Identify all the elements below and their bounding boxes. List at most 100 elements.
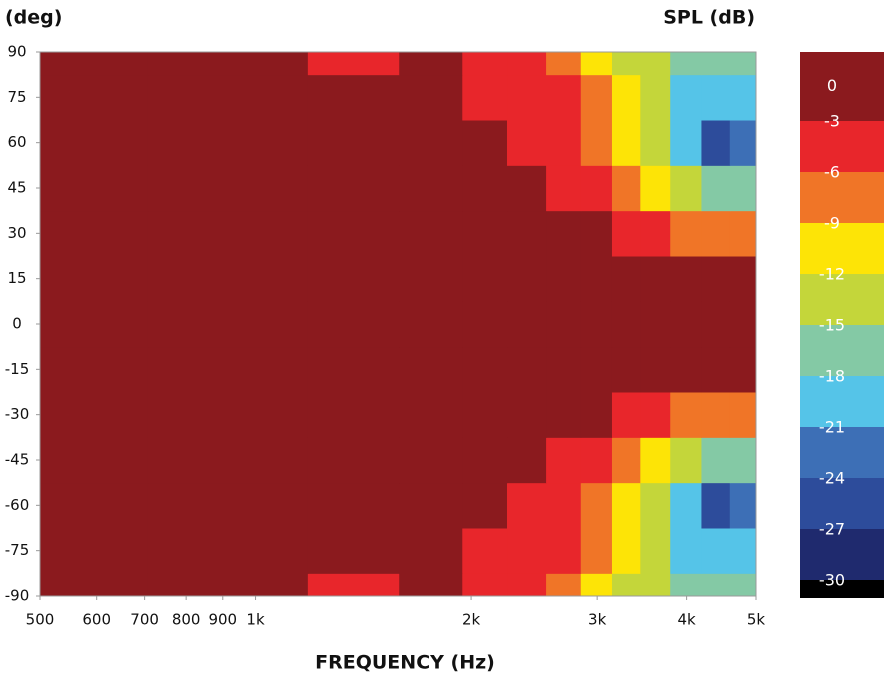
contour-cell: [507, 301, 547, 348]
contour-cell: [701, 482, 731, 529]
contour-cell: [611, 392, 641, 438]
contour-cell: [507, 52, 547, 76]
contour-cell: [640, 120, 671, 166]
contour-cell: [147, 120, 309, 166]
contour-cell: [507, 573, 547, 597]
contour-cell: [611, 346, 641, 393]
contour-cell: [147, 301, 309, 348]
x-tick-label: 2k: [462, 611, 481, 629]
contour-cell: [147, 392, 309, 438]
contour-cell: [546, 210, 582, 257]
contour-cell: [462, 256, 508, 302]
colorbar-label: -9: [824, 214, 840, 233]
colorbar-box: [800, 580, 884, 598]
contour-cell: [611, 210, 641, 257]
contour-cell: [546, 74, 582, 121]
contour-cell: [307, 165, 400, 212]
contour-cell: [640, 165, 671, 212]
contour-cell: [307, 573, 400, 597]
contour-cell: [307, 210, 400, 257]
y-tick-label: 60: [7, 133, 26, 151]
contour-cell: [611, 573, 641, 597]
contour-cell: [640, 52, 671, 76]
colorbar-label: -18: [819, 367, 845, 386]
contour-cell: [147, 165, 309, 212]
x-tick-label: 3k: [588, 611, 607, 629]
contour-cell: [462, 210, 508, 257]
contour-cell: [462, 482, 508, 529]
contour-cell: [40, 482, 149, 529]
contour-cell: [611, 52, 641, 76]
contour-cell: [507, 120, 547, 166]
contour-cell: [580, 482, 613, 529]
contour-cell: [546, 165, 582, 212]
contour-cell: [399, 528, 463, 574]
contour-cell: [640, 392, 671, 438]
x-tick-label: 600: [82, 611, 111, 629]
contour-cell: [507, 74, 547, 121]
contour-cell: [701, 210, 731, 257]
contour-cell: [670, 210, 702, 257]
contour-cell: [729, 120, 757, 166]
contour-cell: [729, 573, 757, 597]
contour-cell: [147, 52, 309, 76]
colorbar-box: [800, 172, 884, 223]
colorbar-box: [800, 529, 884, 580]
contour-cell: [729, 210, 757, 257]
contour-cell: [546, 392, 582, 438]
contour-cell: [640, 482, 671, 529]
contour-cell: [701, 74, 731, 121]
colorbar-box: [800, 121, 884, 172]
colorbar-box: [800, 223, 884, 274]
contour-cell: [307, 74, 400, 121]
x-tick-label: 4k: [677, 611, 696, 629]
contour-cell: [611, 528, 641, 574]
colorbar-label: 0: [827, 76, 837, 95]
contour-cell: [670, 346, 702, 393]
contour-cell: [701, 165, 731, 212]
contour-cell: [40, 346, 149, 393]
contour-cell: [580, 74, 613, 121]
y-tick-label: 75: [7, 88, 26, 106]
contour-cell: [546, 482, 582, 529]
colorbar-label: -15: [819, 316, 845, 335]
y-tick-label: -75: [5, 541, 30, 559]
contour-cell: [701, 301, 731, 348]
colorbar-label: -27: [819, 520, 845, 539]
contour-cell: [462, 165, 508, 212]
contour-cell: [399, 437, 463, 484]
contour-cell: [729, 74, 757, 121]
contour-cell: [462, 74, 508, 121]
colorbar-label: -3: [824, 112, 840, 131]
contour-cell: [399, 210, 463, 257]
contour-cell: [399, 392, 463, 438]
contour-cell: [399, 346, 463, 393]
contour-cell: [580, 210, 613, 257]
colorbar-label: -30: [819, 571, 845, 590]
colorbar-box: [800, 427, 884, 478]
contour-cell: [640, 256, 671, 302]
contour-cell: [40, 301, 149, 348]
contour-cell: [580, 346, 613, 393]
contour-cell: [580, 392, 613, 438]
x-tick-label: 500: [26, 611, 55, 629]
x-tick-label: 900: [208, 611, 237, 629]
contour-cell: [670, 256, 702, 302]
contour-cell: [147, 346, 309, 393]
contour-cell: [147, 482, 309, 529]
contour-cell: [546, 528, 582, 574]
contour-cell: [507, 165, 547, 212]
x-axis-title: FREQUENCY (Hz): [315, 652, 495, 674]
contour-cell: [462, 301, 508, 348]
contour-cell: [399, 256, 463, 302]
contour-cell: [462, 437, 508, 484]
contour-cell: [670, 437, 702, 484]
y-tick-label: 0: [12, 315, 22, 333]
contour-cell: [399, 74, 463, 121]
x-tick-label: 700: [130, 611, 159, 629]
contour-cell: [462, 392, 508, 438]
contour-cell: [729, 165, 757, 212]
y-tick-label: -45: [5, 451, 30, 469]
contour-cell: [580, 437, 613, 484]
